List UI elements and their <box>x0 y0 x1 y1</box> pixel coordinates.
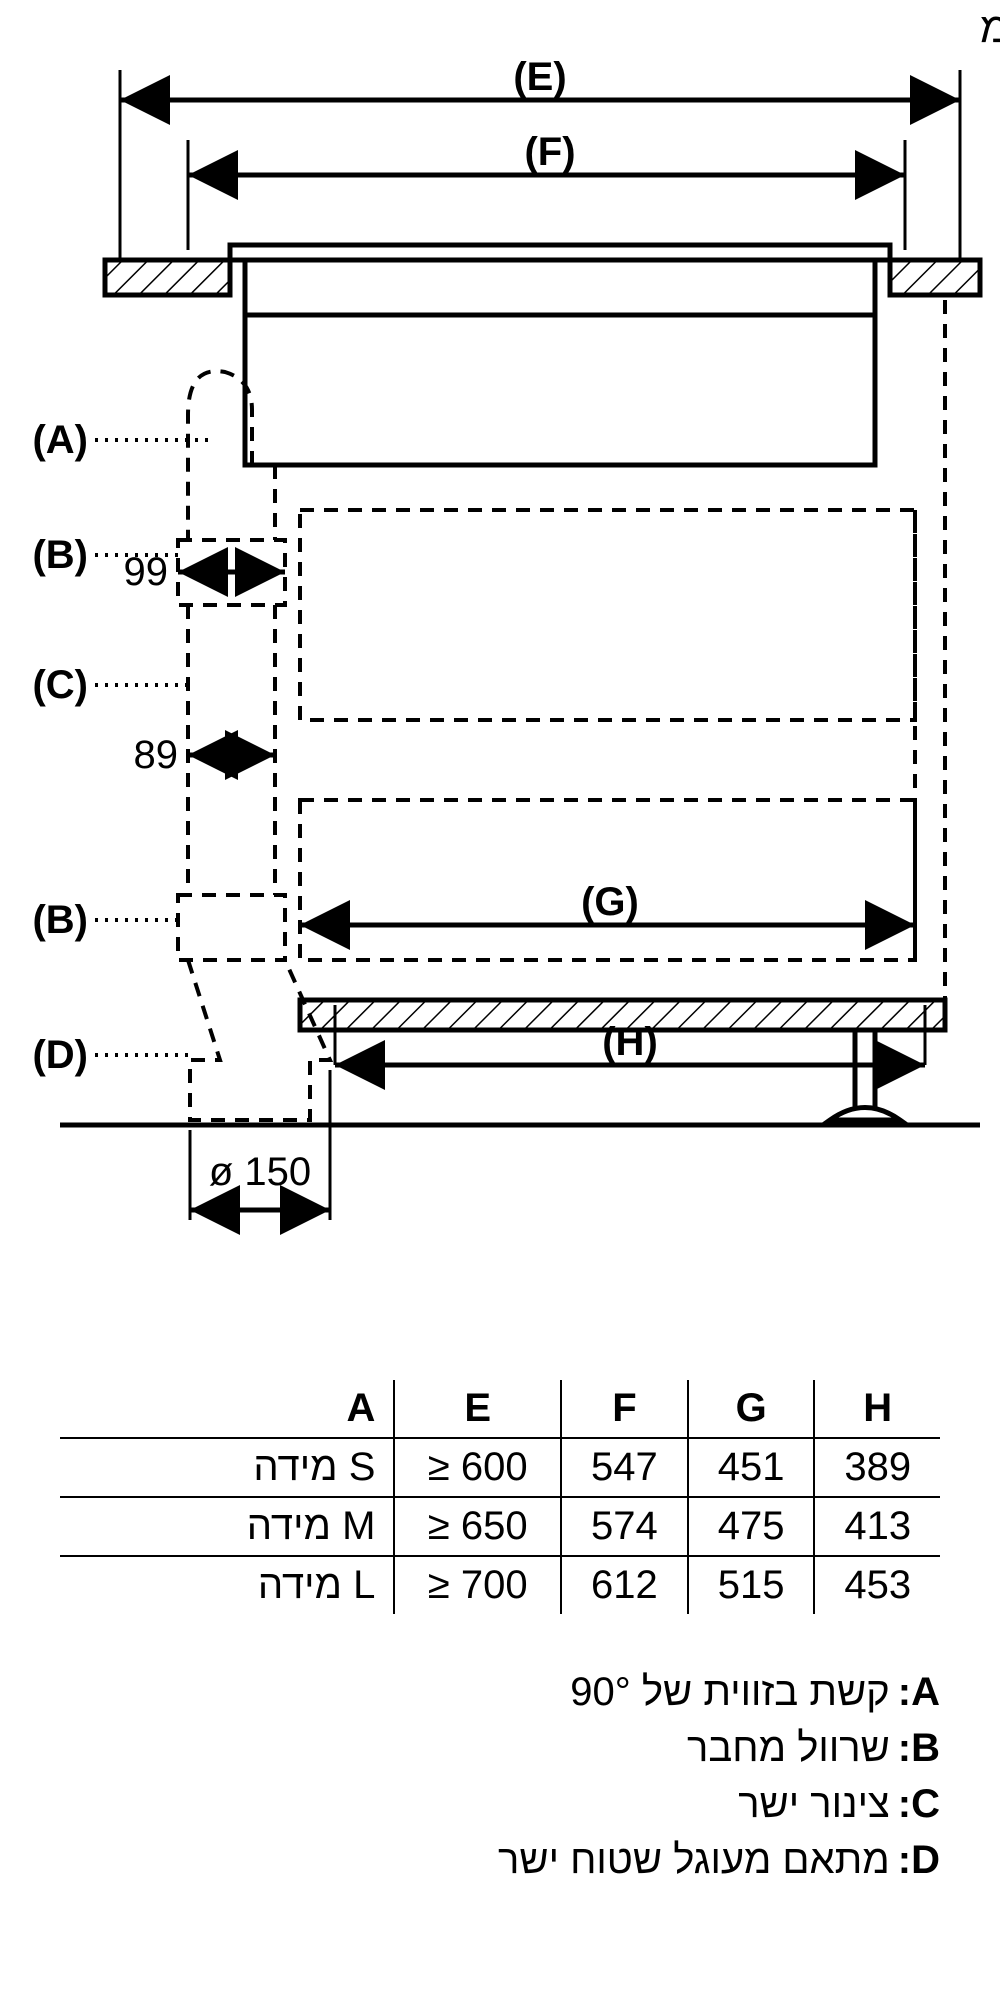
dim-F-label: (F) <box>524 130 575 174</box>
legend-key-D: D: <box>898 1832 940 1888</box>
legend-text-C: צינור ישר <box>738 1776 890 1832</box>
leader-D: (D) <box>32 1033 88 1077</box>
leader-B-top: (B) <box>32 533 88 577</box>
table-row: מידה M ≥ 650 574 475 413 <box>60 1497 940 1556</box>
legend-text-A: קשת בזווית של 90° <box>570 1664 890 1720</box>
dim-dia150: ø 150 <box>209 1150 311 1194</box>
leader-B-bottom: (B) <box>32 898 88 942</box>
legend-B: B: שרוול מחבר <box>60 1720 940 1776</box>
legend-text-D: מתאם מעוגל שטוח ישר <box>498 1832 890 1888</box>
leader-C: (C) <box>32 663 88 707</box>
legend-key-A: A: <box>898 1664 940 1720</box>
col-A: A <box>60 1380 394 1438</box>
col-H: H <box>814 1380 940 1438</box>
legend-A: A: קשת בזווית של 90° <box>60 1664 940 1720</box>
legend-text-B: שרוול מחבר <box>687 1720 890 1776</box>
leader-A: (A) <box>32 418 88 462</box>
table-row: מידה S ≥ 600 547 451 389 <box>60 1438 940 1497</box>
table-row: מידה L ≥ 700 612 515 453 <box>60 1556 940 1614</box>
dim-89: 89 <box>134 733 179 777</box>
legend: A: קשת בזווית של 90° B: שרוול מחבר C: צי… <box>60 1664 940 1888</box>
dim-G-label: (G) <box>581 880 639 924</box>
legend-key-B: B: <box>898 1720 940 1776</box>
col-F: F <box>561 1380 688 1438</box>
dimension-diagram: מידות במ"מ (E) (F) (G) (H) <box>0 0 1000 1350</box>
diagram-title: מידות במ"מ <box>980 4 1000 51</box>
dimensions-table: A E F G H מידה S ≥ 600 547 451 389 מידה … <box>60 1380 940 1614</box>
dim-H-label: (H) <box>602 1020 658 1064</box>
legend-C: C: צינור ישר <box>60 1776 940 1832</box>
legend-key-C: C: <box>898 1776 940 1832</box>
col-G: G <box>688 1380 815 1438</box>
col-E: E <box>394 1380 561 1438</box>
legend-D: D: מתאם מעוגל שטוח ישר <box>60 1832 940 1888</box>
dim-E-label: (E) <box>513 55 566 99</box>
